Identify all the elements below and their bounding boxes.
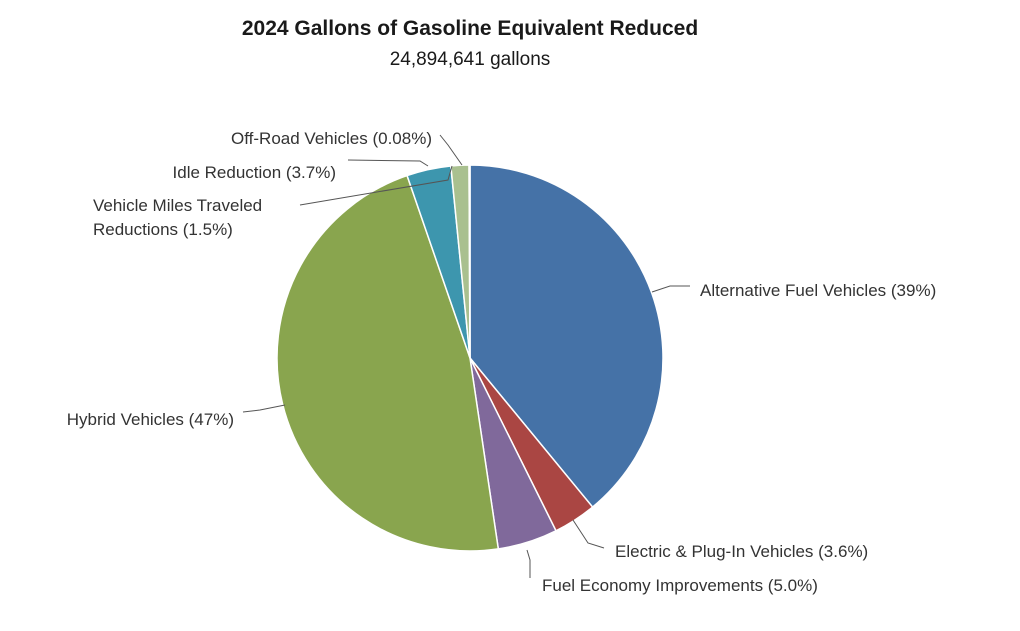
leader-off-road <box>439 134 463 166</box>
leader-alternative-fuel <box>651 285 690 293</box>
label-off-road-vehicles: Off-Road Vehicles (0.08%) <box>231 129 432 148</box>
leader-hybrid <box>242 404 286 413</box>
pie-slice-off-road-vehicles <box>468 164 471 359</box>
chart-title: 2024 Gallons of Gasoline Equivalent Redu… <box>242 17 698 40</box>
label-alternative-fuel-vehicles: Alternative Fuel Vehicles (39%) <box>700 281 936 300</box>
leader-electric-plug-in <box>572 519 605 549</box>
leader-fuel-economy <box>526 549 531 578</box>
leader-vmt-reductions <box>299 165 453 206</box>
label-idle-reduction: Idle Reduction (3.7%) <box>173 163 336 182</box>
label-vmt-reductions-line2: Reductions (1.5%) <box>93 220 233 239</box>
pie-slice-hybrid-vehicles <box>276 174 500 552</box>
pie-slices <box>276 164 664 552</box>
leader-idle-reduction <box>347 159 429 167</box>
label-hybrid-vehicles: Hybrid Vehicles (47%) <box>67 410 234 429</box>
label-fuel-economy-improvements: Fuel Economy Improvements (5.0%) <box>542 576 818 595</box>
chart-subtitle: 24,894,641 gallons <box>390 49 551 70</box>
label-electric-plug-in-vehicles: Electric & Plug-In Vehicles (3.6%) <box>615 542 868 561</box>
label-vmt-reductions-line1: Vehicle Miles Traveled <box>93 196 262 215</box>
pie-slice-alternative-fuel-vehicles <box>469 164 664 509</box>
